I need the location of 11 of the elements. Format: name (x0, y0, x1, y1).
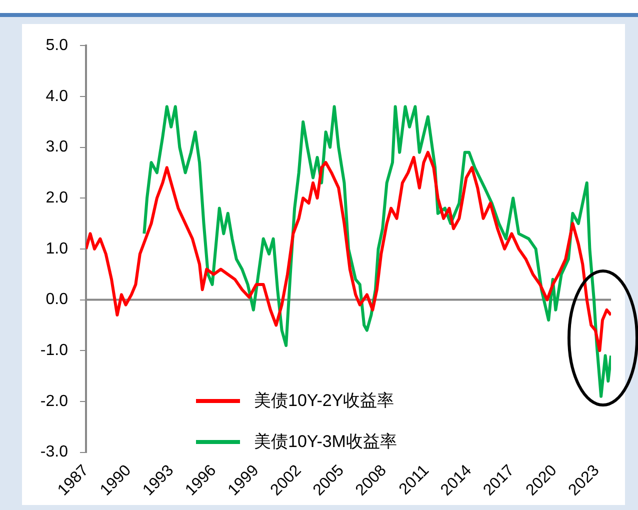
y-tick-label: -1.0 (40, 342, 68, 359)
y-tick-label: 1.0 (46, 240, 68, 258)
y-tick-label: 2.0 (46, 190, 68, 206)
y-tick-label: 4.0 (46, 88, 68, 105)
y-tick-label: 3.0 (46, 138, 68, 156)
y-tick-label: 5.0 (46, 37, 68, 54)
legend-label: 美债10Y-3M收益率 (254, 431, 397, 453)
legend-label: 美债10Y-2Y收益率 (254, 390, 394, 412)
y-tick-label: 0.0 (46, 291, 68, 308)
y-tick-label: -3.0 (40, 444, 68, 461)
y-tick-label: -2.0 (40, 392, 68, 410)
